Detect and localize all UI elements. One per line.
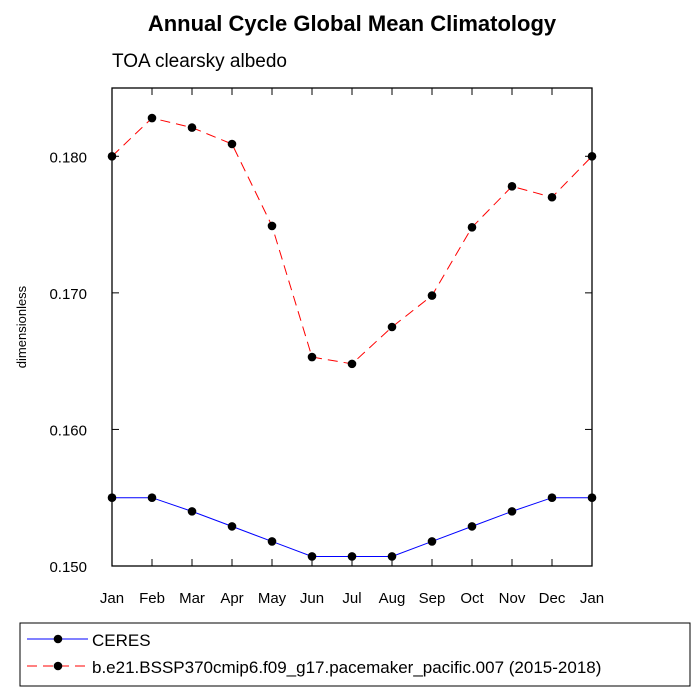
x-tick-label: Jan [100, 590, 124, 607]
series-1-point [387, 322, 397, 332]
legend-frame [19, 622, 691, 687]
series-0-point [387, 552, 397, 561]
series-1-point [467, 223, 477, 232]
legend-marker-model [53, 661, 63, 671]
y-axis-label: dimensionless [14, 285, 29, 368]
plot-frame [111, 87, 593, 567]
legend: CERES b.e21.BSSP370cmip6.f09_g17.pacemak… [19, 622, 691, 687]
x-tick-label: Jul [342, 590, 361, 607]
y-tick-label: 0.160 [49, 422, 87, 439]
series-1-point [507, 182, 517, 191]
x-tick-label: Mar [179, 590, 205, 607]
chart-title: Annual Cycle Global Mean Climatology [148, 11, 557, 36]
series-0-point [587, 493, 597, 503]
series-0-point [307, 552, 317, 561]
series-1-point [227, 139, 237, 149]
x-tick-label: Aug [379, 590, 406, 607]
legend-marker-ceres [53, 634, 63, 644]
series-1-point [347, 359, 357, 369]
series-1-point [307, 352, 317, 362]
x-tick-label: Dec [539, 590, 566, 607]
series-0-point [347, 552, 357, 561]
series-1-point [147, 113, 157, 123]
x-tick-label: Apr [220, 590, 243, 607]
legend-label-model: b.e21.BSSP370cmip6.f09_g17.pacemaker_pac… [92, 658, 601, 677]
x-tick-label: May [258, 590, 287, 607]
series-line-0 [112, 497, 592, 557]
series-0-point [547, 493, 557, 503]
series-line-1 [111, 117, 593, 365]
series-0-point [427, 537, 437, 546]
x-tick-label: Jun [300, 590, 324, 607]
series-1-point [107, 151, 117, 161]
series-layer [107, 113, 597, 561]
series-0-point [467, 522, 477, 531]
series-0-point [267, 537, 277, 546]
series-0-point [107, 493, 117, 503]
x-tick-label: Nov [499, 590, 526, 607]
x-tick-label: Feb [139, 590, 165, 607]
series-0-point [507, 507, 517, 516]
y-tick-label: 0.170 [49, 286, 87, 303]
x-tick-label: Jan [580, 590, 604, 607]
x-tick-label: Sep [419, 590, 446, 607]
series-0-point [147, 493, 157, 503]
legend-label-ceres: CERES [92, 631, 151, 650]
series-1-point [267, 221, 277, 231]
axis-ticks: Jan Feb Mar Apr May Jun Jul Aug Sep Oct Nov Dec Jan 0… [49, 88, 604, 607]
y-tick-label: 0.150 [49, 559, 87, 576]
series-1-point [547, 192, 557, 202]
y-tick-label: 0.180 [49, 149, 87, 166]
series-1-point [427, 291, 437, 300]
series-1-point [187, 123, 197, 132]
x-tick-label: Oct [460, 590, 484, 607]
series-0-point [187, 507, 197, 516]
series-1-point [587, 151, 597, 161]
series-0-point [227, 522, 237, 531]
chart-subtitle: TOA clearsky albedo [112, 51, 287, 72]
